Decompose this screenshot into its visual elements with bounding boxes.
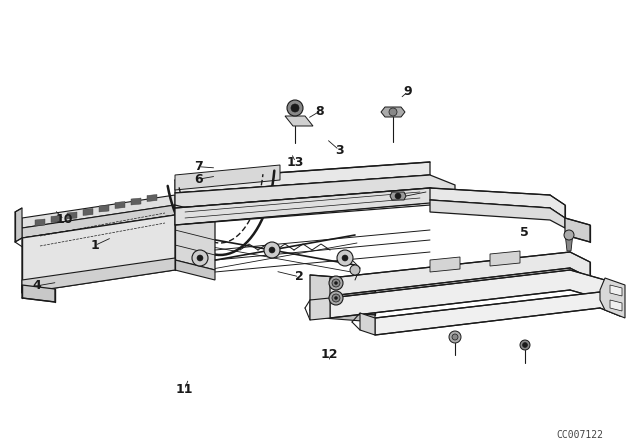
Text: 11: 11 <box>175 383 193 396</box>
Polygon shape <box>35 219 45 226</box>
Text: 10: 10 <box>55 213 73 226</box>
Polygon shape <box>360 313 375 335</box>
Circle shape <box>335 281 337 284</box>
Text: 9: 9 <box>403 85 412 99</box>
Polygon shape <box>131 198 141 205</box>
Text: 6: 6 <box>194 172 203 186</box>
Polygon shape <box>22 195 175 228</box>
Text: 8: 8 <box>316 104 324 118</box>
Polygon shape <box>600 278 625 318</box>
Polygon shape <box>390 192 406 200</box>
Polygon shape <box>565 218 590 242</box>
Circle shape <box>291 104 299 112</box>
Polygon shape <box>83 208 93 215</box>
Circle shape <box>520 340 530 350</box>
Circle shape <box>332 279 340 287</box>
Circle shape <box>342 255 348 261</box>
Polygon shape <box>175 165 280 190</box>
Polygon shape <box>175 205 215 270</box>
Circle shape <box>337 250 353 266</box>
Circle shape <box>335 297 337 300</box>
Polygon shape <box>175 162 430 193</box>
Text: 7: 7 <box>194 160 203 173</box>
Polygon shape <box>310 298 330 320</box>
Circle shape <box>329 291 343 305</box>
Polygon shape <box>22 205 175 238</box>
Polygon shape <box>22 215 175 293</box>
Polygon shape <box>99 205 109 212</box>
Polygon shape <box>147 194 157 202</box>
Polygon shape <box>490 251 520 266</box>
Text: 3: 3 <box>335 143 344 157</box>
Circle shape <box>449 331 461 343</box>
Polygon shape <box>67 212 77 219</box>
Circle shape <box>329 276 343 290</box>
Text: 13: 13 <box>287 155 305 169</box>
Polygon shape <box>175 188 480 225</box>
Text: 5: 5 <box>520 226 529 240</box>
Circle shape <box>395 193 401 199</box>
Polygon shape <box>175 175 455 208</box>
Polygon shape <box>115 202 125 208</box>
Polygon shape <box>330 270 620 318</box>
Polygon shape <box>430 257 460 272</box>
Circle shape <box>564 230 574 240</box>
Circle shape <box>452 334 458 340</box>
Polygon shape <box>430 188 565 218</box>
Circle shape <box>264 242 280 258</box>
Polygon shape <box>330 252 590 296</box>
Polygon shape <box>565 233 573 251</box>
Text: 4: 4 <box>33 279 42 293</box>
Polygon shape <box>285 116 313 126</box>
Circle shape <box>389 108 397 116</box>
Polygon shape <box>610 300 622 311</box>
Polygon shape <box>430 200 565 228</box>
Circle shape <box>522 343 527 348</box>
Polygon shape <box>310 275 375 315</box>
Polygon shape <box>310 310 375 322</box>
Polygon shape <box>381 107 405 117</box>
Text: CC007122: CC007122 <box>557 430 604 440</box>
Polygon shape <box>51 215 61 223</box>
Circle shape <box>350 265 360 275</box>
Circle shape <box>192 250 208 266</box>
Text: 12: 12 <box>321 348 339 362</box>
Circle shape <box>287 100 303 116</box>
Circle shape <box>269 247 275 253</box>
Text: 1: 1 <box>90 239 99 252</box>
Polygon shape <box>22 258 175 293</box>
Polygon shape <box>175 260 215 280</box>
Polygon shape <box>15 208 22 242</box>
Polygon shape <box>375 292 620 335</box>
Circle shape <box>332 294 340 302</box>
Polygon shape <box>610 285 622 296</box>
Text: 2: 2 <box>295 270 304 284</box>
Polygon shape <box>22 285 55 302</box>
Circle shape <box>197 255 203 261</box>
